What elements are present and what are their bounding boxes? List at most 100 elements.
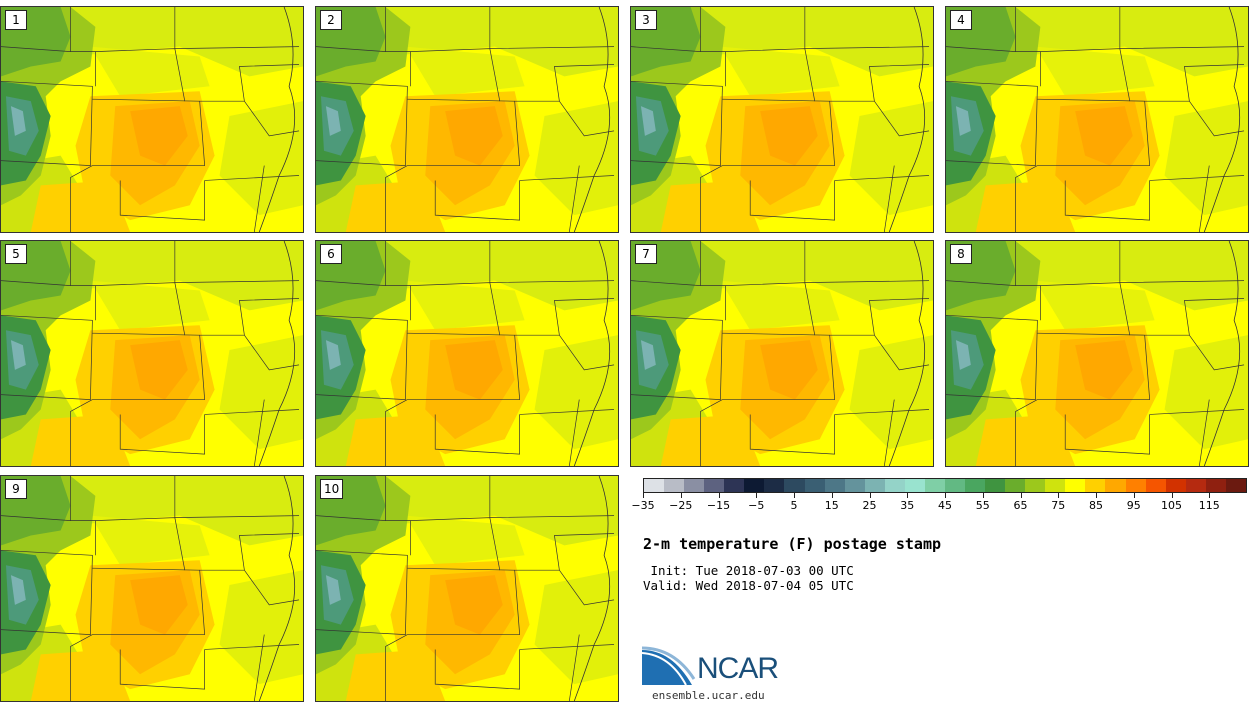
colorbar-segment bbox=[1225, 479, 1246, 492]
colorbar-segment bbox=[1185, 479, 1206, 492]
member-panel-10: 10 bbox=[315, 475, 619, 702]
colorbar-tick bbox=[1209, 493, 1211, 498]
colorbar-tick bbox=[907, 493, 909, 498]
colorbar-tick bbox=[982, 493, 984, 498]
member-number-label: 9 bbox=[5, 479, 27, 499]
colorbar-segment bbox=[944, 479, 965, 492]
ncar-logo-icon bbox=[642, 646, 696, 686]
colorbar-tick-label: 35 bbox=[900, 499, 915, 512]
colorbar-segment bbox=[1045, 479, 1066, 492]
colorbar-tick-label: 75 bbox=[1051, 499, 1066, 512]
site-url: ensemble.ucar.edu bbox=[652, 689, 765, 702]
colorbar-segment bbox=[664, 479, 685, 492]
colorbar-segment bbox=[1085, 479, 1106, 492]
member-panel-6: 6 bbox=[315, 240, 619, 467]
member-panel-7: 7 bbox=[630, 240, 934, 467]
colorbar-segment bbox=[724, 479, 745, 492]
temperature-map bbox=[946, 241, 1248, 466]
colorbar-tick bbox=[1133, 493, 1135, 498]
colorbar-tick-label: 5 bbox=[790, 499, 798, 512]
member-number-label: 3 bbox=[635, 10, 657, 30]
member-number-label: 2 bbox=[320, 10, 342, 30]
temperature-map bbox=[1, 476, 303, 701]
colorbar-tick bbox=[1058, 493, 1060, 498]
member-number-label: 5 bbox=[5, 244, 27, 264]
colorbar-tick bbox=[1020, 493, 1022, 498]
colorbar-tick-label: −35 bbox=[631, 499, 655, 512]
colorbar-segment bbox=[784, 479, 805, 492]
colorbar-tick bbox=[1096, 493, 1097, 498]
member-panel-2: 2 bbox=[315, 6, 619, 233]
member-panel-8: 8 bbox=[945, 240, 1249, 467]
member-number-label: 4 bbox=[950, 10, 972, 30]
colorbar-segment bbox=[1005, 479, 1026, 492]
colorbar-tick bbox=[643, 493, 644, 498]
colorbar-tick-label: 105 bbox=[1161, 499, 1182, 512]
colorbar-segment bbox=[1145, 479, 1166, 492]
colorbar-tick-label: 25 bbox=[862, 499, 877, 512]
colorbar-tick-label: 95 bbox=[1126, 499, 1141, 512]
colorbar-segment bbox=[924, 479, 945, 492]
colorbar-tick-label: 15 bbox=[824, 499, 839, 512]
colorbar-tick-label: −15 bbox=[706, 499, 731, 512]
colorbar-tick bbox=[756, 493, 758, 498]
temperature-map bbox=[1, 7, 303, 232]
colorbar-tick-label: −5 bbox=[748, 499, 765, 512]
member-panel-9: 9 bbox=[0, 475, 304, 702]
colorbar-segment bbox=[824, 479, 845, 492]
colorbar-segment bbox=[684, 479, 705, 492]
plot-title: 2-m temperature (F) postage stamp bbox=[643, 535, 942, 553]
colorbar-segment bbox=[965, 479, 986, 492]
colorbar-tick bbox=[1171, 493, 1173, 498]
member-number-label: 1 bbox=[5, 10, 27, 30]
colorbar-segment bbox=[1025, 479, 1046, 492]
colorbar-segment bbox=[764, 479, 785, 492]
member-number-label: 8 bbox=[950, 244, 972, 264]
member-panel-5: 5 bbox=[0, 240, 304, 467]
valid-time: Valid: Wed 2018-07-04 05 UTC bbox=[643, 578, 854, 593]
init-time: Init: Tue 2018-07-03 00 UTC bbox=[643, 563, 854, 578]
colorbar-tick bbox=[794, 493, 795, 498]
member-panel-1: 1 bbox=[0, 6, 304, 233]
colorbar-tick bbox=[869, 493, 871, 498]
colorbar-segment bbox=[844, 479, 865, 492]
colorbar-segment bbox=[704, 479, 725, 492]
colorbar-segment bbox=[884, 479, 905, 492]
member-panel-3: 3 bbox=[630, 6, 934, 233]
temperature-map bbox=[631, 241, 933, 466]
colorbar-tick bbox=[831, 493, 833, 498]
colorbar-tick-label: 55 bbox=[975, 499, 990, 512]
colorbar-segment bbox=[644, 479, 665, 492]
temperature-colorbar bbox=[643, 478, 1247, 493]
colorbar-segment bbox=[904, 479, 925, 492]
temperature-map bbox=[316, 476, 618, 701]
member-panel-4: 4 bbox=[945, 6, 1249, 233]
temperature-map bbox=[631, 7, 933, 232]
member-number-label: 6 bbox=[320, 244, 342, 264]
colorbar-segment bbox=[1105, 479, 1126, 492]
temperature-map bbox=[1, 241, 303, 466]
colorbar-tick-label: 85 bbox=[1089, 499, 1103, 512]
temperature-map bbox=[946, 7, 1248, 232]
member-number-label: 7 bbox=[635, 244, 657, 264]
colorbar-segment bbox=[1065, 479, 1086, 492]
member-number-label: 10 bbox=[320, 479, 344, 499]
colorbar-tick-label: 65 bbox=[1013, 499, 1028, 512]
colorbar-tick bbox=[945, 493, 946, 498]
colorbar-tick-label: 115 bbox=[1198, 499, 1220, 512]
colorbar-segment bbox=[744, 479, 765, 492]
ncar-logo-text: NCAR bbox=[697, 652, 779, 685]
colorbar-tick bbox=[680, 493, 682, 498]
colorbar-segment bbox=[1125, 479, 1146, 492]
colorbar-segment bbox=[985, 479, 1006, 492]
colorbar-tick bbox=[718, 493, 720, 498]
colorbar-tick-label: 45 bbox=[938, 499, 952, 512]
colorbar-segment bbox=[864, 479, 885, 492]
colorbar-segment bbox=[804, 479, 825, 492]
temperature-map bbox=[316, 7, 618, 232]
colorbar-segment bbox=[1205, 479, 1226, 492]
colorbar-ticks: −35 −25 −15 −5 5 15 25 35 45 55 65 75 85 95 105 115 bbox=[631, 493, 1247, 515]
colorbar-segment bbox=[1165, 479, 1186, 492]
colorbar-tick-label: −25 bbox=[669, 499, 693, 512]
temperature-map bbox=[316, 241, 618, 466]
